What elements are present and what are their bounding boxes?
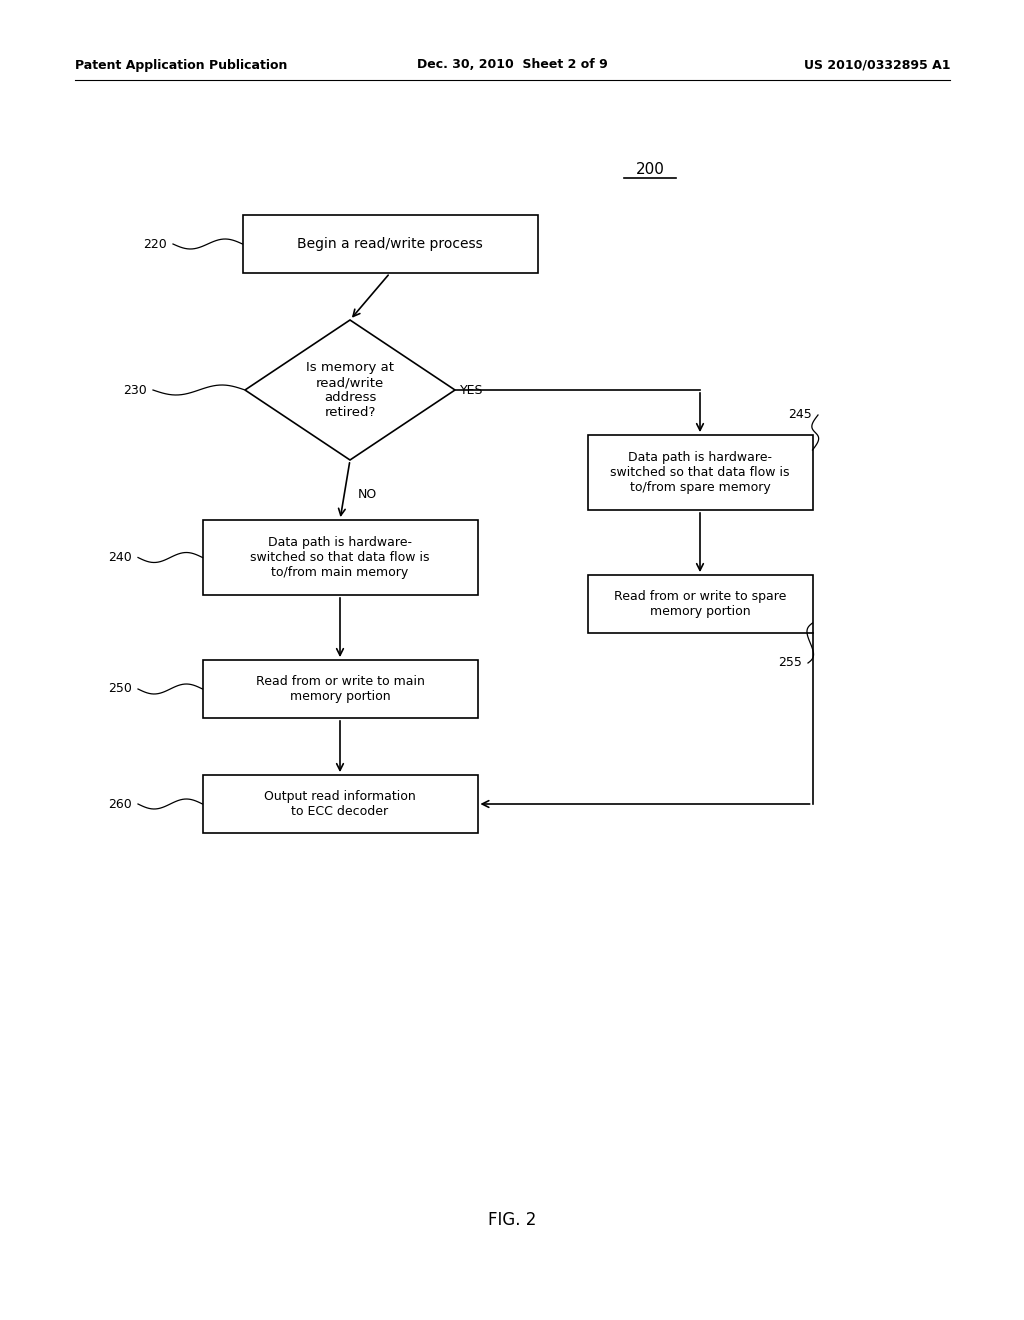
Text: FIG. 2: FIG. 2 (487, 1210, 537, 1229)
Text: Patent Application Publication: Patent Application Publication (75, 58, 288, 71)
Text: Begin a read/write process: Begin a read/write process (297, 238, 483, 251)
Text: Dec. 30, 2010  Sheet 2 of 9: Dec. 30, 2010 Sheet 2 of 9 (417, 58, 607, 71)
Text: US 2010/0332895 A1: US 2010/0332895 A1 (804, 58, 950, 71)
FancyBboxPatch shape (243, 215, 538, 273)
Text: 245: 245 (788, 408, 812, 421)
Text: Read from or write to spare
memory portion: Read from or write to spare memory porti… (613, 590, 786, 618)
Text: 200: 200 (636, 162, 665, 177)
FancyBboxPatch shape (203, 660, 477, 718)
Text: Data path is hardware-
switched so that data flow is
to/from spare memory: Data path is hardware- switched so that … (610, 451, 790, 494)
FancyBboxPatch shape (588, 576, 812, 634)
Text: 260: 260 (109, 797, 132, 810)
Text: 255: 255 (778, 656, 802, 669)
Text: Is memory at
read/write
address
retired?: Is memory at read/write address retired? (306, 360, 394, 418)
Text: Read from or write to main
memory portion: Read from or write to main memory portio… (256, 675, 424, 704)
Text: YES: YES (460, 384, 483, 396)
Text: 230: 230 (123, 384, 146, 396)
Text: Output read information
to ECC decoder: Output read information to ECC decoder (264, 789, 416, 818)
FancyBboxPatch shape (203, 520, 477, 595)
Text: 250: 250 (109, 682, 132, 696)
Polygon shape (245, 319, 455, 459)
Text: 240: 240 (109, 550, 132, 564)
Text: Data path is hardware-
switched so that data flow is
to/from main memory: Data path is hardware- switched so that … (250, 536, 430, 579)
Text: NO: NO (358, 488, 377, 502)
FancyBboxPatch shape (203, 775, 477, 833)
FancyBboxPatch shape (588, 436, 812, 510)
Text: 220: 220 (143, 238, 167, 251)
